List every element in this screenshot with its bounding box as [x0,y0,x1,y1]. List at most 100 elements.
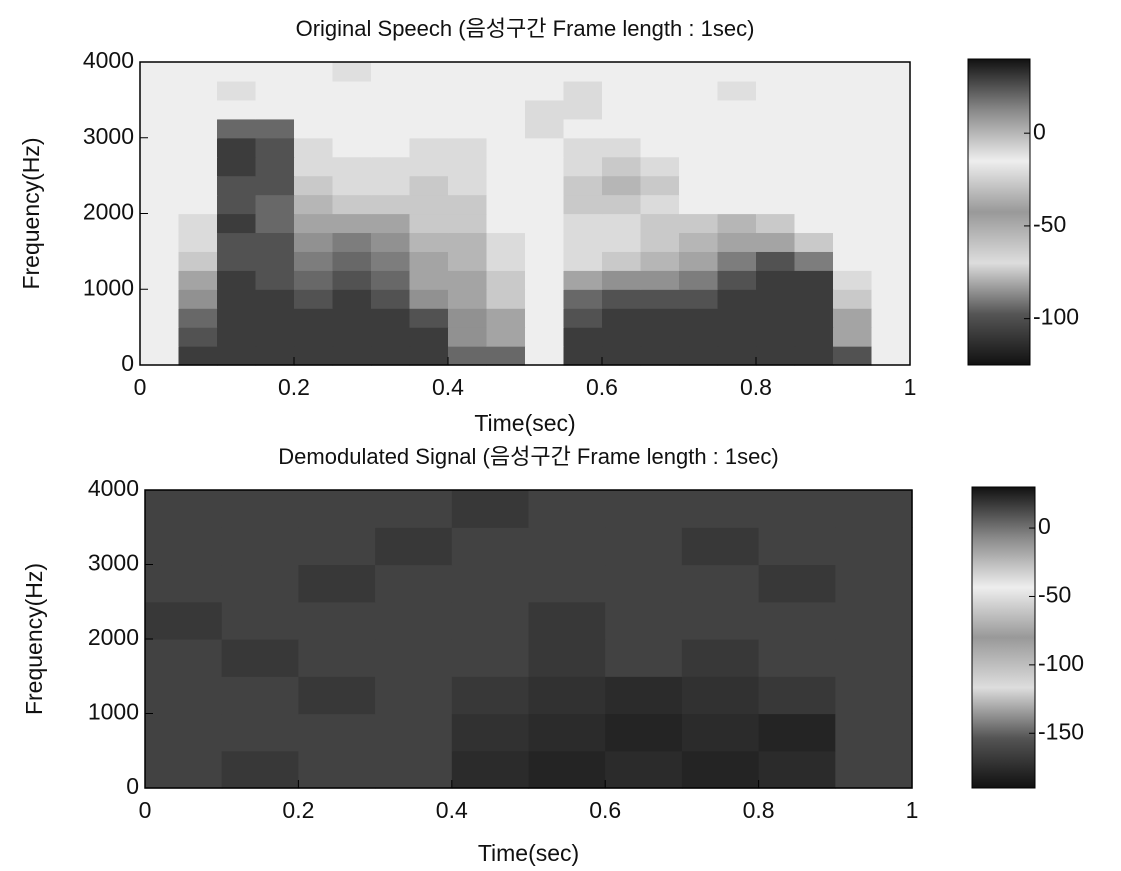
heatmap-cell [679,62,719,82]
heatmap-cell [145,713,223,752]
heatmap-cell [409,232,449,252]
heatmap-cell [486,270,526,290]
heatmap-cell [371,289,411,309]
heatmap-cell [255,118,295,139]
heatmap-cell [451,713,530,752]
heatmap-cell [679,175,719,196]
heatmap-cell [679,99,719,120]
heatmap-cell [602,289,642,309]
heatmap-cell [605,676,683,715]
heatmap-cell [371,346,411,366]
heatmap-cell [145,750,223,789]
heatmap-cell [871,62,911,82]
heatmap-cell [409,175,449,196]
x-tick-label: 0.2 [278,374,310,400]
heatmap-cell [525,289,565,309]
heatmap-cell [794,80,834,101]
heatmap-cell [640,327,680,347]
heatmap-cell [371,194,411,215]
colorbar [967,58,1031,366]
heatmap-cell [525,270,565,290]
heatmap-cell [679,308,719,328]
heatmap-cell [451,601,530,640]
heatmap-cell [833,62,873,82]
heatmap-cell [528,713,606,752]
heatmap-cell [794,270,834,290]
heatmap-cell [486,213,526,234]
heatmap-cell [371,308,411,328]
heatmap-cell [332,308,372,328]
heatmap-cell [409,213,449,234]
x-tick-label: 0 [139,797,152,823]
heatmap-cell [221,750,299,789]
heatmap-cell [255,175,295,196]
heatmap-cell [525,308,565,328]
heatmap-cell [371,327,411,347]
heatmap-cell [640,80,680,101]
heatmap-cell [178,251,218,271]
heatmap-cell [486,80,526,101]
x-tick-label: 0.6 [586,374,618,400]
heatmap-cell [794,308,834,328]
heatmap-cell [794,175,834,196]
heatmap-cell [140,137,180,158]
heatmap-cell [833,137,873,158]
heatmap-cell [140,270,180,290]
heatmap-cell [602,99,642,120]
heatmap-cell [448,62,488,82]
heatmap-cell [717,232,757,252]
heatmap-cell [525,251,565,271]
heatmap-cell [681,527,760,566]
heatmap-cell [217,194,257,215]
heatmap-cell [602,251,642,271]
heatmap-cell [835,676,913,715]
chart-title: Original Speech (음성구간 Frame length : 1se… [296,16,755,41]
heatmap-cell [451,639,530,677]
heatmap-cell [294,62,334,82]
heatmap-cell [525,346,565,366]
heatmap-cell [679,118,719,139]
heatmap-cell [451,564,530,603]
heatmap-cell [756,137,796,158]
heatmap-cell [409,194,449,215]
heatmap-cell [794,232,834,252]
heatmap-cell [833,99,873,120]
heatmap-cell [294,346,334,366]
heatmap-cell [640,213,680,234]
heatmap-cell [255,232,295,252]
heatmap-cell [255,99,295,120]
heatmap-cell [486,99,526,120]
y-axis-label: Frequency(Hz) [18,137,44,289]
heatmap-cell [833,232,873,252]
heatmap-cell [486,156,526,177]
heatmap-cell [525,62,565,82]
chart-title: Demodulated Signal (음성구간 Frame length : … [278,444,778,469]
heatmap-cell [563,62,603,82]
heatmap-cell [871,118,911,139]
heatmap-cell [756,346,796,366]
heatmap-cell [140,251,180,271]
heatmap-cell [375,527,453,566]
heatmap-cell [717,62,757,82]
heatmap-cell [640,62,680,82]
heatmap-cell [717,137,757,158]
heatmap-cell [298,676,376,715]
x-tick-label: 1 [906,797,919,823]
heatmap-cell [140,346,180,366]
heatmap-cell [758,601,836,640]
heatmap-cell [605,601,683,640]
heatmap-cell [332,270,372,290]
heatmap-cell [794,118,834,139]
colorbar-tick-label: 0 [1033,118,1046,144]
heatmap-cell [794,327,834,347]
heatmap-cell [255,213,295,234]
heatmap-cell [717,251,757,271]
heatmap-cell [679,194,719,215]
heatmap-cell [375,601,453,640]
heatmap-cell [756,62,796,82]
heatmap-cell [178,270,218,290]
heatmap-cell [255,80,295,101]
heatmap-cell [756,118,796,139]
heatmap-cell [145,676,223,715]
heatmap-cell [679,137,719,158]
